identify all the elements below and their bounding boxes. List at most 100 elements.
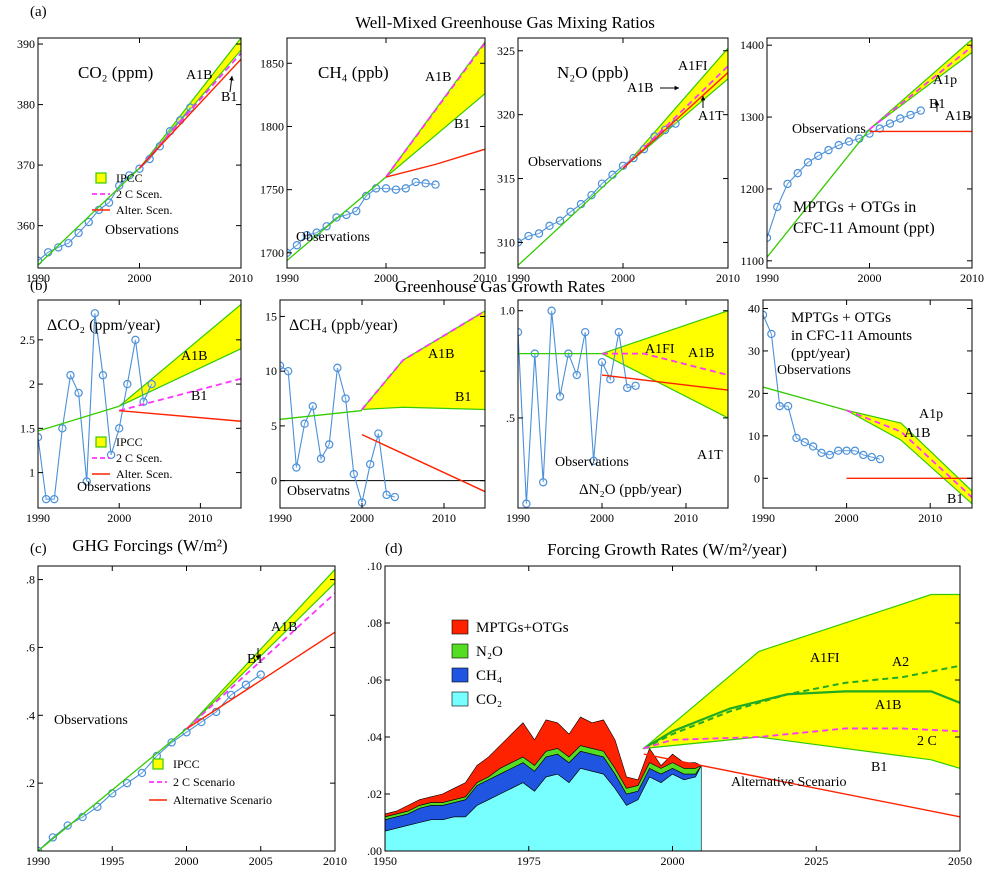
observation-point [524, 231, 533, 241]
panel-b1: 1 1.5 2 2.5 1990 2000 2010 ΔCO₂ (ppm/year) A1B B1… [20, 299, 242, 525]
observation-point [814, 151, 823, 161]
observation-point [226, 690, 236, 700]
annotation-label: Observations [77, 480, 151, 495]
annotation-label: A1B [428, 347, 454, 362]
annotation-label: Observations [528, 155, 602, 170]
observation-point [581, 327, 590, 337]
two-c-line [846, 409, 972, 499]
panel-b2: 0 5 10 15 1990 2000 2010 ΔCH₄ (ppb/year) A1B B1 Ob… [265, 299, 486, 525]
ipcc-band [869, 38, 972, 130]
two-c-line [643, 727, 960, 750]
plot-frame [762, 299, 973, 509]
observation-point [325, 440, 334, 449]
alternative-line [186, 631, 335, 730]
observation-point [147, 379, 156, 389]
annotation-arrowhead [934, 101, 940, 106]
ipcc-band [641, 593, 960, 769]
y-tick-label: 1100 [740, 254, 764, 268]
observation-point [391, 185, 401, 194]
x-tick-label: 1990 [506, 271, 530, 285]
observation-point [825, 450, 835, 460]
annotation-label: A1T [698, 109, 724, 124]
annotation-label: A1B [875, 698, 901, 713]
annotation-label: B1 [871, 760, 887, 775]
x-tick-label: 1990 [755, 271, 779, 285]
observation-point [783, 179, 792, 189]
observation-point [342, 210, 351, 220]
observation-point [139, 397, 148, 406]
y-tick-label: .6 [26, 640, 35, 654]
observation-point [381, 184, 391, 193]
observation-point [792, 433, 801, 443]
observation-point [300, 419, 309, 428]
trend-line [763, 386, 847, 411]
observation-point [885, 119, 895, 128]
observation-point [572, 370, 582, 380]
y-tick-label: .4 [26, 708, 35, 722]
observation-point [547, 306, 556, 315]
plot-area-b2 [280, 310, 485, 507]
observations-line [287, 181, 436, 254]
x-tick-label: 2005 [249, 854, 273, 868]
observations-line [38, 107, 191, 262]
x-tick-label: 2025 [804, 854, 828, 868]
y-tick-label: .08 [367, 616, 382, 630]
alternative-line [119, 409, 241, 422]
observation-point [41, 494, 51, 504]
panel-title: MPTGs + OTGs in [793, 199, 916, 216]
observation-point [597, 357, 607, 367]
legend-label: CH₄ [476, 668, 502, 684]
two-c-line [622, 65, 728, 169]
annotation-label: Observations [555, 455, 629, 470]
plot-frame [37, 299, 242, 509]
y-tick-label: 10 [748, 429, 760, 443]
plot-frame [37, 565, 336, 852]
alternative-line [361, 434, 485, 493]
observation-point [137, 768, 147, 778]
y-tick-label: 0 [271, 474, 277, 488]
x-tick-label: 2000 [661, 854, 685, 868]
panel-a3: 310 315 320 325 1990 2000 2010 N₂O (ppb) A1FI A1B… [497, 37, 740, 285]
panel-a1: 360 370 380 390 1990 2000 2010 CO₂ (ppm) A1B B1 Ob… [17, 37, 253, 285]
ipcc-band [622, 47, 728, 169]
panel-title: ΔN₂O (ppb/year) [579, 482, 682, 498]
x-tick-label: 2000 [175, 854, 199, 868]
annotation-label: B1 [947, 492, 963, 507]
y-tick-label: .02 [367, 787, 382, 801]
observation-point [783, 401, 793, 411]
observation-point [824, 145, 833, 155]
annotation-label: A1FI [678, 59, 708, 74]
annotation-label: Alternative Scenario [731, 775, 846, 790]
observation-point [292, 463, 301, 472]
observation-point [104, 198, 114, 207]
row-b-title: Greenhouse Gas Growth Rates [395, 277, 605, 296]
alternative-line [601, 374, 728, 391]
y-tick-label: .8 [26, 573, 35, 587]
panel-d: .00 .02 .04 .06 .08 .10 1950 1975 2000 2025 2050 Fo… [367, 540, 972, 868]
legend-label: N₂O [476, 644, 503, 660]
annotation-label: A1B [945, 109, 971, 124]
two-c-line [868, 45, 972, 130]
x-tick-label: 2000 [374, 271, 398, 285]
annotation-label: A1B [425, 70, 451, 85]
observation-point [167, 738, 176, 747]
ipcc-band [600, 310, 728, 419]
y-tick-label: 390 [17, 37, 35, 51]
x-tick-label: 2010 [432, 511, 456, 525]
y-tick-label: 315 [497, 172, 515, 186]
observation-point [84, 217, 93, 227]
y-tick-label: 380 [17, 98, 35, 112]
plot-frame [279, 299, 486, 509]
y-tick-label: 1 [29, 466, 35, 480]
observation-point [284, 366, 293, 376]
annotation-label: A1B [271, 620, 297, 635]
observation-point [66, 371, 75, 380]
observation-point [114, 424, 124, 433]
observation-point [82, 477, 91, 486]
panel-title: CFC-11 Amount (ppt) [793, 220, 935, 237]
observation-point [48, 833, 58, 842]
y-tick-label: 320 [497, 108, 515, 122]
observation-point [74, 228, 83, 238]
observation-point [850, 446, 860, 455]
